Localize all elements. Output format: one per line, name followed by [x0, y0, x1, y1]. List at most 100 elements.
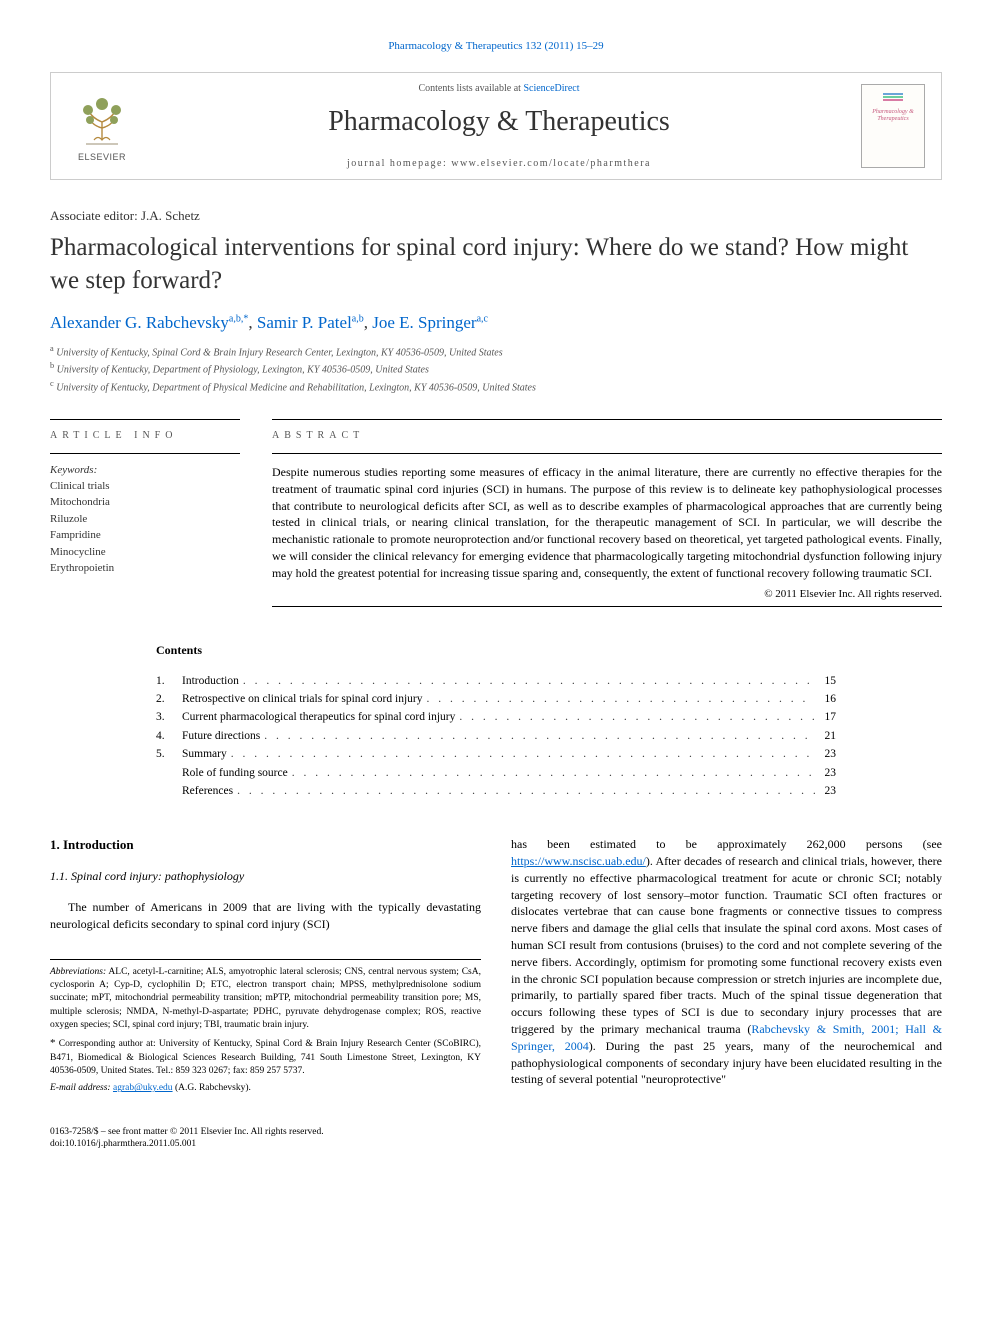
corresponding-author-footnote: * Corresponding author at: University of… — [50, 1036, 481, 1078]
affil-id: a — [50, 344, 54, 353]
affiliations: a University of Kentucky, Spinal Cord & … — [50, 343, 942, 395]
email-link[interactable]: agrab@uky.edu — [113, 1083, 173, 1093]
abstract-column: ABSTRACT Despite numerous studies report… — [272, 419, 942, 607]
journal-cover-thumbnail: Pharmacology & Therapeutics — [861, 84, 925, 168]
footnotes: Abbreviations: ALC, acetyl-L-carnitine; … — [50, 959, 481, 1096]
corresponding-star-icon: * — [243, 313, 248, 324]
keyword: Minocycline — [50, 544, 240, 561]
cover-thumb-bars-icon — [883, 93, 903, 103]
toc-leader-dots — [426, 690, 814, 708]
abstract-text: Despite numerous studies reporting some … — [272, 464, 942, 582]
info-abstract-row: ARTICLE INFO Keywords: Clinical trials M… — [50, 419, 942, 607]
toc-number: 5. — [156, 745, 182, 763]
journal-homepage: journal homepage: www.elsevier.com/locat… — [147, 158, 851, 169]
article-info-heading: ARTICLE INFO — [50, 430, 240, 441]
table-of-contents: Contents 1.Introduction152.Retrospective… — [156, 643, 836, 801]
article-info-column: ARTICLE INFO Keywords: Clinical trials M… — [50, 419, 240, 607]
toc-page: 23 — [819, 764, 837, 782]
doi-block: 0163-7258/$ – see front matter © 2011 El… — [50, 1126, 942, 1151]
affiliation-row: b University of Kentucky, Department of … — [50, 360, 942, 377]
abbreviations-label: Abbreviations: — [50, 967, 106, 977]
toc-label: Introduction — [182, 672, 239, 690]
toc-leader-dots — [231, 745, 815, 763]
affil-id: b — [50, 361, 54, 370]
toc-row[interactable]: 4.Future directions 21 — [156, 727, 836, 745]
author-list: Alexander G. Rabchevskya,b,*, Samir P. P… — [50, 313, 942, 333]
toc-label: References — [182, 782, 233, 800]
email-suffix: (A.G. Rabchevsky). — [173, 1083, 251, 1093]
toc-number: 4. — [156, 727, 182, 745]
toc-row[interactable]: 2.Retrospective on clinical trials for s… — [156, 690, 836, 708]
contents-lists-prefix: Contents lists available at — [418, 83, 523, 94]
elsevier-wordmark: ELSEVIER — [78, 152, 126, 162]
keywords-list: Clinical trials Mitochondria Riluzole Fa… — [50, 478, 240, 577]
toc-page: 23 — [819, 745, 837, 763]
elsevier-logo: ELSEVIER — [67, 84, 137, 168]
section-subheading-1-1: 1.1. Spinal cord injury: pathophysiology — [50, 868, 481, 885]
masthead-center: Contents lists available at ScienceDirec… — [137, 83, 861, 169]
toc-leader-dots — [264, 727, 814, 745]
toc-page: 23 — [819, 782, 837, 800]
sciencedirect-link[interactable]: ScienceDirect — [523, 83, 579, 94]
toc-row[interactable]: 5.Summary23 — [156, 745, 836, 763]
toc-page: 17 — [819, 708, 837, 726]
contents-lists-line: Contents lists available at ScienceDirec… — [147, 83, 851, 94]
toc-page: 15 — [819, 672, 837, 690]
abstract-heading: ABSTRACT — [272, 430, 942, 441]
article-title: Pharmacological interventions for spinal… — [50, 232, 942, 297]
body-paragraph: The number of Americans in 2009 that are… — [50, 899, 481, 933]
author-affil-marker: a,b — [352, 313, 364, 324]
toc-page: 16 — [819, 690, 837, 708]
body-columns: 1. Introduction 1.1. Spinal cord injury:… — [50, 836, 942, 1095]
toc-row[interactable]: References 23 — [156, 782, 836, 800]
toc-leader-dots — [459, 708, 814, 726]
elsevier-tree-icon — [72, 90, 132, 150]
affil-text: University of Kentucky, Department of Ph… — [57, 365, 429, 376]
external-link[interactable]: https://www.nscisc.uab.edu/ — [511, 854, 646, 868]
keyword: Fampridine — [50, 527, 240, 544]
toc-number: 3. — [156, 708, 182, 726]
keywords-label: Keywords: — [50, 464, 240, 476]
toc-label: Current pharmacological therapeutics for… — [182, 708, 455, 726]
masthead: ELSEVIER Contents lists available at Sci… — [50, 72, 942, 180]
section-heading-1: 1. Introduction — [50, 836, 481, 854]
author-name[interactable]: Samir P. Patel — [257, 313, 352, 332]
toc-leader-dots — [292, 764, 815, 782]
journal-reference: Pharmacology & Therapeutics 132 (2011) 1… — [50, 40, 942, 52]
affil-text: University of Kentucky, Spinal Cord & Br… — [56, 347, 502, 358]
affiliation-row: c University of Kentucky, Department of … — [50, 378, 942, 395]
author-name[interactable]: Alexander G. Rabchevsky — [50, 313, 229, 332]
toc-number: 1. — [156, 672, 182, 690]
affiliation-row: a University of Kentucky, Spinal Cord & … — [50, 343, 942, 360]
email-footnote: E-mail address: agrab@uky.edu (A.G. Rabc… — [50, 1082, 481, 1095]
associate-editor: Associate editor: J.A. Schetz — [50, 208, 942, 224]
toc-leader-dots — [243, 672, 815, 690]
journal-title: Pharmacology & Therapeutics — [147, 106, 851, 138]
keyword: Mitochondria — [50, 494, 240, 511]
toc-row[interactable]: 1.Introduction 15 — [156, 672, 836, 690]
toc-label: Retrospective on clinical trials for spi… — [182, 690, 422, 708]
body-text: has been estimated to be approximately 2… — [511, 837, 942, 851]
toc-page: 21 — [819, 727, 837, 745]
abbreviations-footnote: Abbreviations: ALC, acetyl-L-carnitine; … — [50, 966, 481, 1032]
affil-id: c — [50, 379, 54, 388]
keyword: Clinical trials — [50, 478, 240, 495]
toc-leader-dots — [237, 782, 814, 800]
toc-label: Future directions — [182, 727, 260, 745]
author-name[interactable]: Joe E. Springer — [372, 313, 476, 332]
email-label: E-mail address: — [50, 1083, 111, 1093]
toc-number: 2. — [156, 690, 182, 708]
contents-heading: Contents — [156, 643, 836, 658]
body-paragraph: has been estimated to be approximately 2… — [511, 836, 942, 1088]
body-text: ). After decades of research and clinica… — [511, 854, 942, 1036]
author-affil-marker: a,b, — [229, 313, 243, 324]
toc-label: Role of funding source — [182, 764, 288, 782]
corresponding-text: Corresponding author at: University of K… — [50, 1039, 481, 1076]
abbreviations-text: ALC, acetyl-L-carnitine; ALS, amyotrophi… — [50, 967, 481, 1030]
toc-row[interactable]: 3.Current pharmacological therapeutics f… — [156, 708, 836, 726]
cover-thumb-text: Pharmacology & Therapeutics — [862, 109, 924, 122]
toc-row[interactable]: Role of funding source 23 — [156, 764, 836, 782]
copyright-line: © 2011 Elsevier Inc. All rights reserved… — [272, 588, 942, 600]
keyword: Riluzole — [50, 511, 240, 528]
affil-text: University of Kentucky, Department of Ph… — [56, 382, 536, 393]
